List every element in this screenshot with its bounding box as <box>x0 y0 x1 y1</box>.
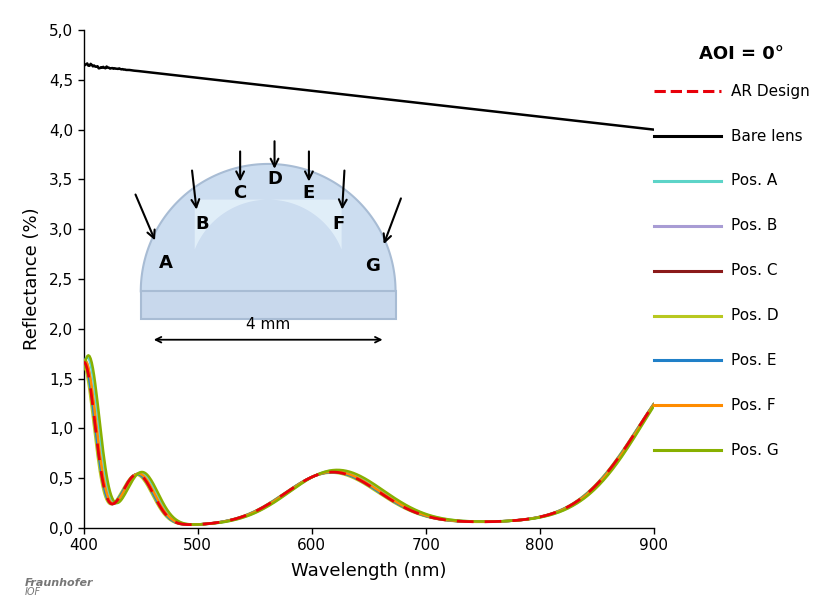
X-axis label: Wavelength (nm): Wavelength (nm) <box>291 562 447 580</box>
Text: Pos. B: Pos. B <box>731 218 778 233</box>
Text: Pos. E: Pos. E <box>731 353 777 368</box>
Text: G: G <box>365 257 380 275</box>
Y-axis label: Reflectance (%): Reflectance (%) <box>23 208 41 350</box>
Text: Fraunhofer: Fraunhofer <box>25 578 94 588</box>
Text: AOI = 0°: AOI = 0° <box>699 45 784 63</box>
Text: AR Design: AR Design <box>731 84 810 98</box>
Text: E: E <box>303 184 315 202</box>
Text: IOF: IOF <box>25 587 41 597</box>
Text: D: D <box>267 170 282 188</box>
Text: 4 mm: 4 mm <box>246 317 290 332</box>
Polygon shape <box>141 164 396 292</box>
Polygon shape <box>194 200 342 250</box>
Text: Pos. C: Pos. C <box>731 263 778 278</box>
Text: Pos. F: Pos. F <box>731 398 776 413</box>
Bar <box>141 292 396 319</box>
Text: Pos. G: Pos. G <box>731 443 779 458</box>
Text: Pos. D: Pos. D <box>731 308 779 323</box>
Text: Bare lens: Bare lens <box>731 128 803 143</box>
Text: F: F <box>332 215 344 233</box>
Text: Pos. A: Pos. A <box>731 173 778 188</box>
Text: C: C <box>234 184 246 202</box>
Text: B: B <box>195 215 209 233</box>
Text: A: A <box>159 254 173 272</box>
